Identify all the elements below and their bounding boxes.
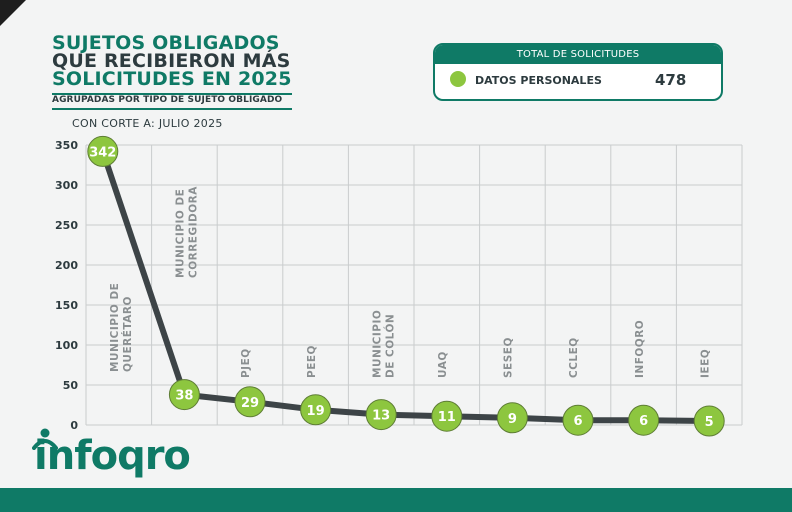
y-tick-label: 50 bbox=[63, 379, 79, 392]
y-tick-label: 300 bbox=[55, 179, 78, 192]
category-label: IEEQ bbox=[699, 349, 711, 378]
category-label: CCLEQ bbox=[568, 337, 580, 378]
page-title: SUJETOS OBLIGADOS QUE RECIBIERON MÁS SOL… bbox=[52, 32, 292, 90]
subtitle-rule bbox=[52, 93, 292, 110]
data-label: 19 bbox=[307, 404, 325, 419]
data-label: 6 bbox=[639, 414, 648, 429]
data-point bbox=[365, 399, 397, 431]
total-heading: TOTAL DE SOLICITUDES bbox=[435, 45, 721, 64]
data-point bbox=[168, 379, 200, 411]
title-line-2: QUE RECIBIERON MÁS bbox=[52, 50, 291, 72]
y-tick-label: 350 bbox=[55, 139, 78, 152]
data-label: 342 bbox=[89, 145, 116, 160]
y-tick-label: 200 bbox=[55, 259, 78, 272]
data-label: 29 bbox=[241, 396, 259, 411]
category-label: SESEQ bbox=[503, 337, 515, 378]
data-label: 6 bbox=[573, 414, 582, 429]
title-line-3: SOLICITUDES EN 2025 bbox=[52, 68, 292, 90]
footer-bar bbox=[0, 488, 792, 512]
data-label: 5 bbox=[705, 415, 714, 430]
category-label: MUNICIPIO bbox=[371, 310, 383, 378]
total-requests-box: TOTAL DE SOLICITUDES DATOS PERSONALES 47… bbox=[433, 43, 723, 101]
logo-person-icon bbox=[32, 428, 58, 450]
category-label: CORREGIDORA bbox=[188, 186, 200, 278]
series-line bbox=[99, 148, 713, 424]
corner-triangle bbox=[0, 0, 26, 26]
category-label: MUNICIPIO DE bbox=[109, 283, 121, 372]
data-point bbox=[431, 400, 463, 432]
data-point bbox=[300, 394, 332, 426]
data-label: 11 bbox=[438, 410, 456, 425]
title-line-1: SUJETOS OBLIGADOS bbox=[52, 32, 280, 54]
data-point bbox=[628, 404, 660, 436]
total-value: 478 bbox=[655, 71, 687, 89]
y-tick-label: 0 bbox=[70, 419, 78, 432]
category-label: PJEQ bbox=[240, 348, 252, 378]
category-label: UAQ bbox=[437, 351, 449, 378]
logo-text: infoqro bbox=[34, 433, 191, 479]
category-label: PEEQ bbox=[306, 345, 318, 378]
category-label: DE COLÓN bbox=[383, 314, 396, 378]
legend-dot-icon bbox=[450, 71, 466, 87]
subtitle: AGRUPADAS POR TIPO DE SUJETO OBLIGADO bbox=[52, 95, 283, 105]
y-tick-label: 250 bbox=[55, 219, 78, 232]
total-label: DATOS PERSONALES bbox=[475, 74, 602, 87]
data-label: 38 bbox=[175, 389, 193, 404]
data-point bbox=[562, 404, 594, 436]
y-tick-label: 150 bbox=[55, 299, 78, 312]
category-label: QUERÉTARO bbox=[121, 296, 134, 372]
y-tick-label: 100 bbox=[55, 339, 78, 352]
category-label: INFOQRO bbox=[634, 320, 646, 378]
data-label: 13 bbox=[372, 409, 390, 424]
data-point bbox=[693, 405, 725, 437]
cutoff-date: CON CORTE A: JULIO 2025 bbox=[72, 117, 223, 130]
data-point bbox=[234, 386, 266, 418]
data-label: 9 bbox=[508, 412, 517, 427]
data-point bbox=[496, 402, 528, 434]
data-point bbox=[87, 135, 119, 167]
category-label: MUNICIPIO DE bbox=[175, 189, 187, 278]
